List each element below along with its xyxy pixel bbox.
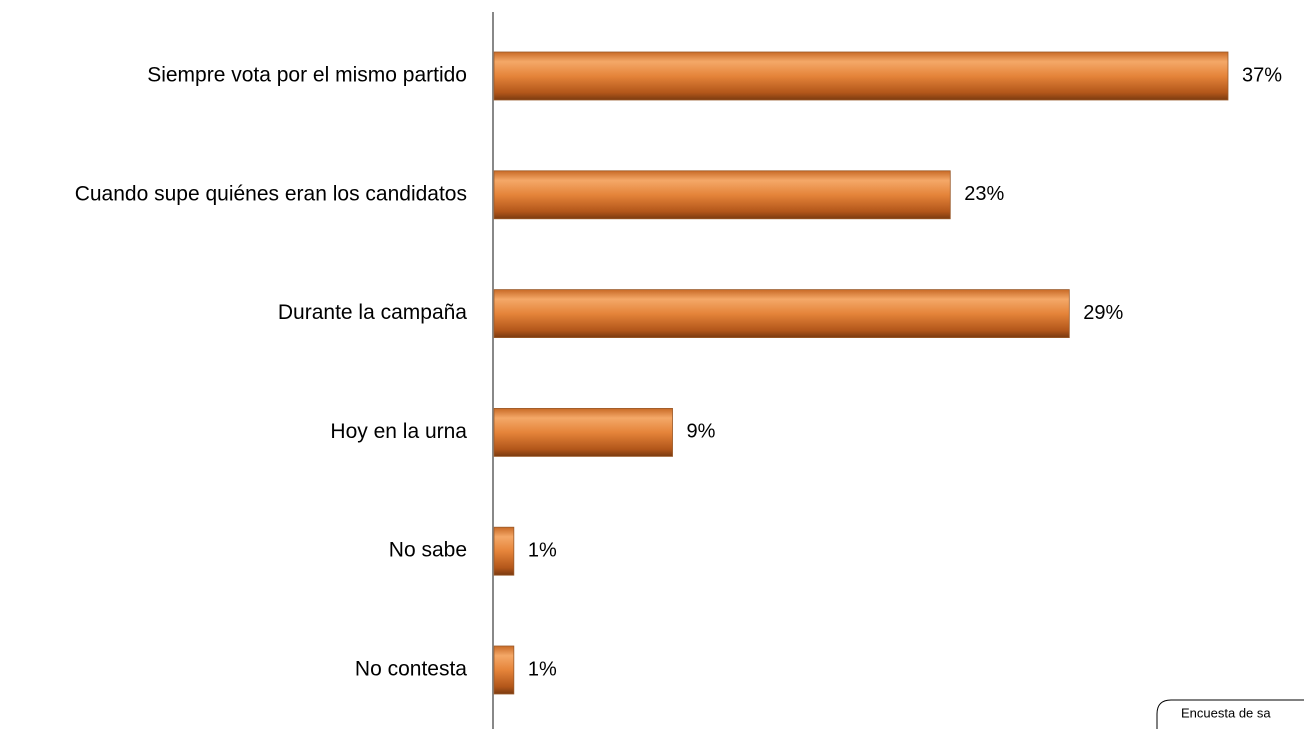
data-label: 1% (528, 539, 557, 561)
bar (493, 170, 951, 220)
annotation: Encuesta de sa (1181, 705, 1271, 720)
bar (493, 645, 515, 695)
annotation-box (1156, 699, 1304, 729)
bar (493, 51, 1229, 101)
category-label: Hoy en la urna (330, 420, 467, 443)
bar (493, 289, 1070, 339)
data-label: 1% (528, 658, 557, 680)
category-label: Durante la campaña (278, 301, 467, 324)
category-label: No contesta (355, 658, 467, 681)
data-label: 37% (1242, 64, 1282, 86)
bar (493, 407, 673, 457)
category-label: No sabe (389, 539, 467, 562)
category-label: Siempre vota por el mismo partido (147, 64, 467, 87)
data-label: 29% (1083, 302, 1123, 324)
data-label: 23% (964, 183, 1004, 205)
category-label: Cuando supe quiénes eran los candidatos (75, 182, 467, 205)
data-label: 9% (687, 421, 716, 443)
bar (493, 526, 515, 576)
